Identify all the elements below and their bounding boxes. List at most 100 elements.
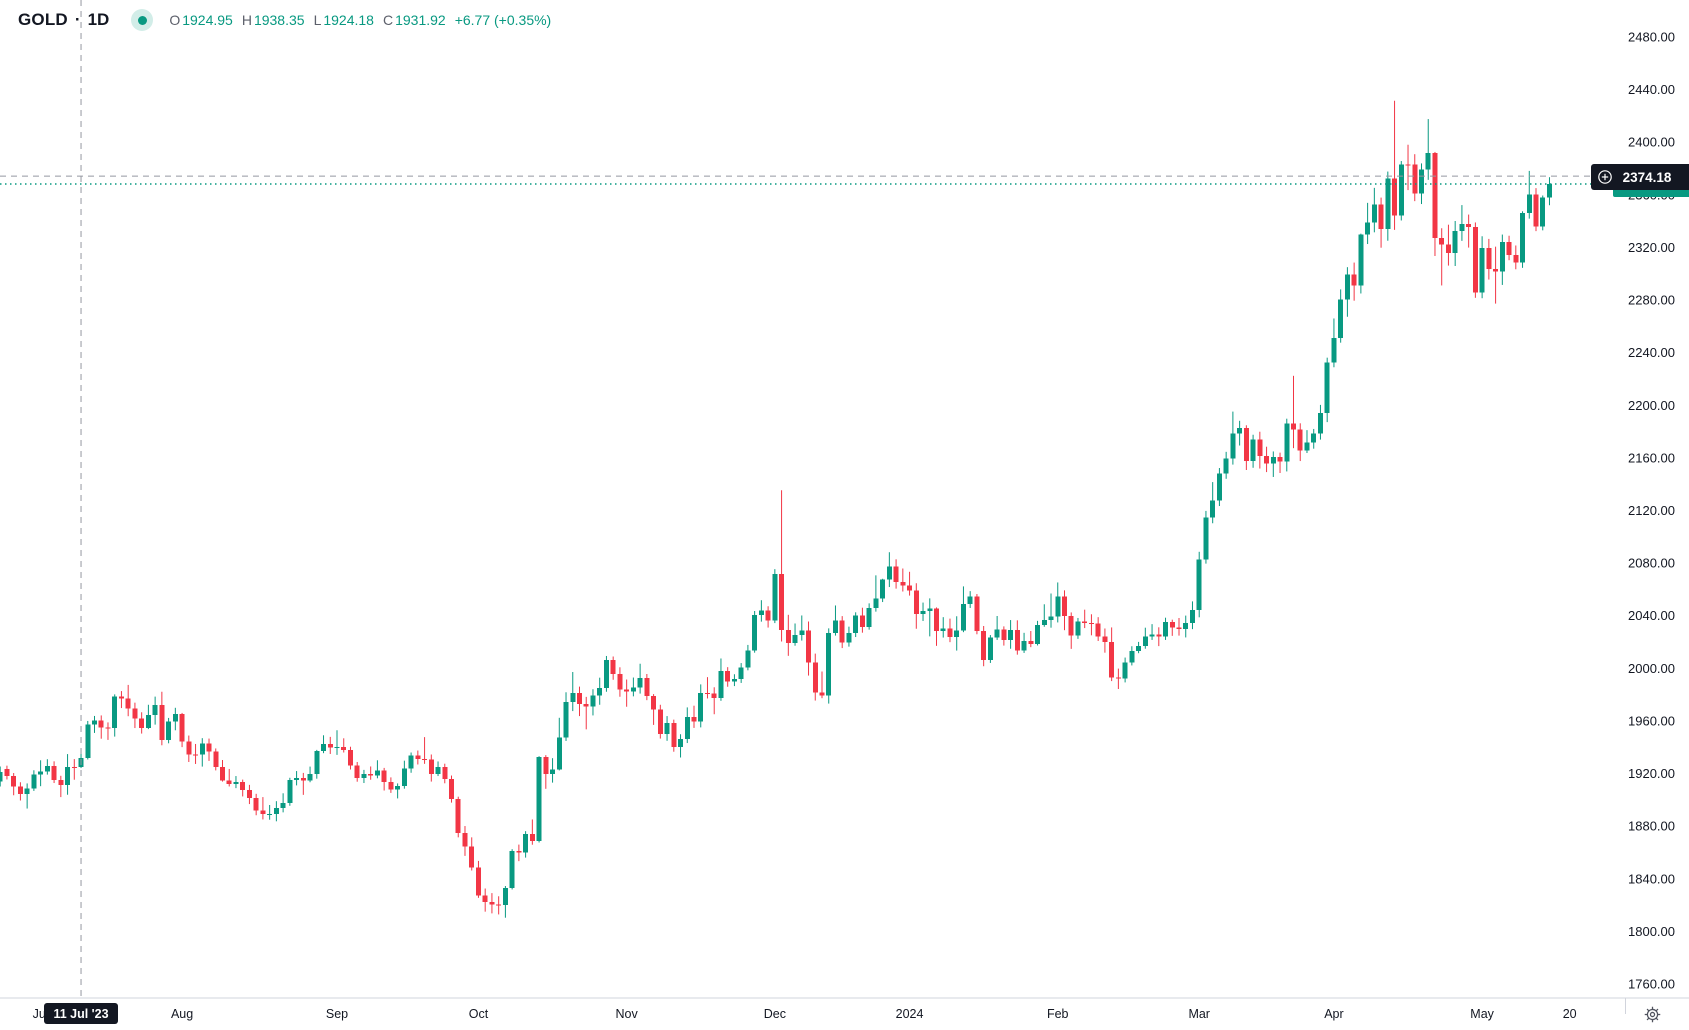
- candle-body: [314, 751, 320, 774]
- candle-body: [24, 788, 30, 795]
- candle-body: [907, 585, 913, 591]
- candle-body: [873, 598, 879, 609]
- candle-body: [704, 692, 710, 694]
- candle-body: [1156, 634, 1162, 637]
- price-axis-label[interactable]: 2120.00: [1628, 503, 1675, 518]
- candle-body: [738, 667, 744, 679]
- price-axis-label[interactable]: 2240.00: [1628, 345, 1675, 360]
- candle-body: [1129, 651, 1135, 663]
- time-axis-label[interactable]: Oct: [469, 1007, 489, 1021]
- price-axis-label[interactable]: 2000.00: [1628, 661, 1675, 676]
- candle-body: [58, 779, 64, 786]
- price-axis-label[interactable]: 1880.00: [1628, 819, 1675, 834]
- price-axis-label[interactable]: 1840.00: [1628, 871, 1675, 886]
- candle-body: [947, 628, 953, 638]
- price-axis-label[interactable]: 2320.00: [1628, 240, 1675, 255]
- candle-body: [610, 659, 616, 674]
- candle-body: [603, 659, 609, 688]
- candle-body: [4, 768, 10, 777]
- market-status-icon[interactable]: [131, 9, 154, 31]
- candle-body: [31, 774, 37, 789]
- time-axis-label[interactable]: 20: [1563, 1007, 1577, 1021]
- high-label: H: [241, 12, 252, 28]
- candle-body: [233, 782, 239, 784]
- time-axis-label[interactable]: May: [1470, 1007, 1494, 1021]
- candle-body: [832, 620, 838, 633]
- candle-body: [71, 766, 77, 768]
- candle-body: [1546, 184, 1552, 198]
- candle-body: [880, 579, 886, 599]
- market-status-dot: [137, 15, 147, 25]
- candle-body: [1358, 234, 1364, 286]
- candle-body: [543, 757, 549, 775]
- candle-body: [698, 692, 704, 722]
- price-axis-label[interactable]: 2280.00: [1628, 293, 1675, 308]
- candle-body: [1439, 237, 1445, 245]
- candle-body: [482, 895, 488, 902]
- price-axis-label[interactable]: 1920.00: [1628, 766, 1675, 781]
- price-axis-label[interactable]: 2440.00: [1628, 82, 1675, 97]
- candle-body: [1351, 274, 1357, 286]
- settings-icon[interactable]: [1642, 1004, 1662, 1024]
- price-axis-label[interactable]: 2040.00: [1628, 608, 1675, 623]
- candle-body: [617, 673, 623, 690]
- time-axis-label[interactable]: Mar: [1188, 1007, 1210, 1021]
- candle-body: [711, 693, 717, 698]
- symbol-legend: GOLD · 1D O 1924.95 H 1938.35 L 1924.18 …: [18, 9, 551, 31]
- crosshair-price-badge: 2374.18: [1591, 164, 1689, 190]
- candle-body: [1176, 627, 1182, 630]
- price-axis-label[interactable]: 1960.00: [1628, 713, 1675, 728]
- candle-body: [294, 777, 300, 780]
- candle-body: [1412, 164, 1418, 194]
- candle-body: [1163, 621, 1169, 637]
- time-axis-label[interactable]: Aug: [171, 1007, 193, 1021]
- price-axis-label[interactable]: 2080.00: [1628, 556, 1675, 571]
- candle-body: [199, 743, 205, 755]
- candle-body: [1149, 634, 1155, 637]
- time-axis-label[interactable]: Sep: [326, 1007, 348, 1021]
- time-axis-label[interactable]: 2024: [896, 1007, 924, 1021]
- interval-label[interactable]: 1D: [87, 10, 110, 29]
- candle-body: [1196, 559, 1202, 611]
- time-axis-label[interactable]: Feb: [1047, 1007, 1069, 1021]
- candle-body: [260, 810, 266, 814]
- price-axis-label[interactable]: 1800.00: [1628, 924, 1675, 939]
- candle-body: [496, 904, 502, 906]
- candle-body: [1291, 423, 1297, 430]
- candle-body: [1513, 254, 1519, 263]
- price-axis-label[interactable]: 2160.00: [1628, 450, 1675, 465]
- candle-body: [846, 632, 852, 643]
- candle-body: [516, 851, 522, 853]
- plus-circle-icon[interactable]: [1597, 169, 1613, 185]
- candle-body: [98, 720, 104, 728]
- candle-body: [806, 630, 812, 663]
- candle-body: [624, 689, 630, 692]
- candle-body: [112, 696, 118, 728]
- time-axis-label[interactable]: Apr: [1324, 1007, 1343, 1021]
- price-axis-label[interactable]: 2200.00: [1628, 398, 1675, 413]
- candle-body: [172, 714, 178, 722]
- time-axis-label[interactable]: Dec: [764, 1007, 786, 1021]
- candle-body: [1365, 222, 1371, 235]
- candle-body: [1203, 517, 1209, 560]
- price-axis-label[interactable]: 1760.00: [1628, 977, 1675, 992]
- candle-body: [819, 692, 825, 696]
- candle-body: [1331, 337, 1337, 363]
- symbol-title[interactable]: GOLD: [18, 10, 68, 29]
- candle-body: [186, 741, 192, 755]
- candle-body: [1142, 636, 1148, 646]
- candle-body: [489, 901, 495, 905]
- price-axis-label[interactable]: 2480.00: [1628, 30, 1675, 45]
- candle-body: [455, 799, 461, 834]
- candle-body: [435, 766, 441, 774]
- candle-body: [1418, 169, 1424, 194]
- candle-body: [960, 603, 966, 631]
- candle-body: [785, 630, 791, 643]
- candle-body: [1270, 457, 1276, 464]
- candle-body: [307, 773, 313, 781]
- price-axis-label[interactable]: 2400.00: [1628, 135, 1675, 150]
- crosshair-price-text: 2374.18: [1622, 169, 1672, 185]
- time-axis-label[interactable]: Nov: [616, 1007, 639, 1021]
